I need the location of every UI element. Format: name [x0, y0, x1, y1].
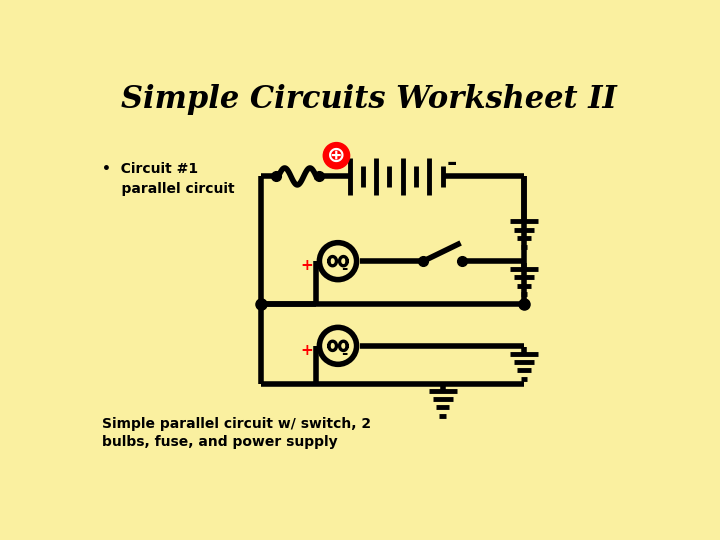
Text: -: - [341, 346, 347, 361]
Text: ⊕: ⊕ [327, 146, 346, 166]
Text: -: - [341, 261, 347, 276]
Text: •  Circuit #1
    parallel circuit: • Circuit #1 parallel circuit [102, 162, 234, 195]
Text: Simple parallel circuit w/ switch, 2
bulbs, fuse, and power supply: Simple parallel circuit w/ switch, 2 bul… [102, 417, 371, 449]
Text: -: - [446, 151, 457, 176]
Circle shape [323, 143, 350, 168]
Text: Simple Circuits Worksheet II: Simple Circuits Worksheet II [121, 84, 617, 115]
Text: +: + [301, 258, 313, 273]
Text: +: + [301, 343, 313, 358]
